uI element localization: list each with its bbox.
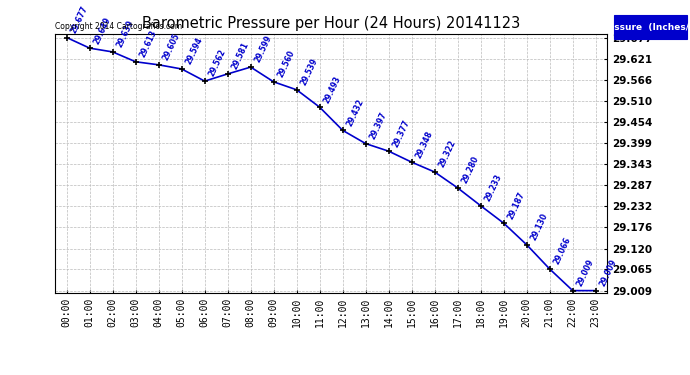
Text: 29.594: 29.594 <box>184 36 205 66</box>
Text: 29.605: 29.605 <box>161 32 182 62</box>
Text: 29.432: 29.432 <box>346 98 366 128</box>
Text: 29.613: 29.613 <box>139 29 159 59</box>
Text: 29.560: 29.560 <box>277 49 297 79</box>
Text: 29.322: 29.322 <box>437 139 458 169</box>
Text: 29.187: 29.187 <box>506 190 527 220</box>
Text: 29.009: 29.009 <box>575 258 596 288</box>
Text: 29.539: 29.539 <box>299 57 320 87</box>
Text: 29.009: 29.009 <box>598 258 619 288</box>
Text: 29.581: 29.581 <box>230 41 251 71</box>
Text: 29.066: 29.066 <box>553 236 573 266</box>
Title: Barometric Pressure per Hour (24 Hours) 20141123: Barometric Pressure per Hour (24 Hours) … <box>142 16 520 31</box>
Text: 29.599: 29.599 <box>253 34 274 64</box>
Text: 29.639: 29.639 <box>115 19 136 49</box>
Text: 29.348: 29.348 <box>415 129 435 159</box>
Text: 29.233: 29.233 <box>484 173 504 203</box>
Text: 29.280: 29.280 <box>460 155 481 185</box>
Text: 29.377: 29.377 <box>391 118 412 148</box>
Text: 29.493: 29.493 <box>322 74 343 105</box>
Text: 29.397: 29.397 <box>368 111 389 141</box>
Text: Copyright 2014 Cartografics.com: Copyright 2014 Cartografics.com <box>55 22 182 31</box>
Text: Pressure  (Inches/Hg): Pressure (Inches/Hg) <box>598 22 690 32</box>
Text: 29.649: 29.649 <box>92 15 113 45</box>
Text: 29.677: 29.677 <box>70 4 90 35</box>
Text: 29.562: 29.562 <box>208 48 228 78</box>
Text: 29.130: 29.130 <box>529 212 550 242</box>
